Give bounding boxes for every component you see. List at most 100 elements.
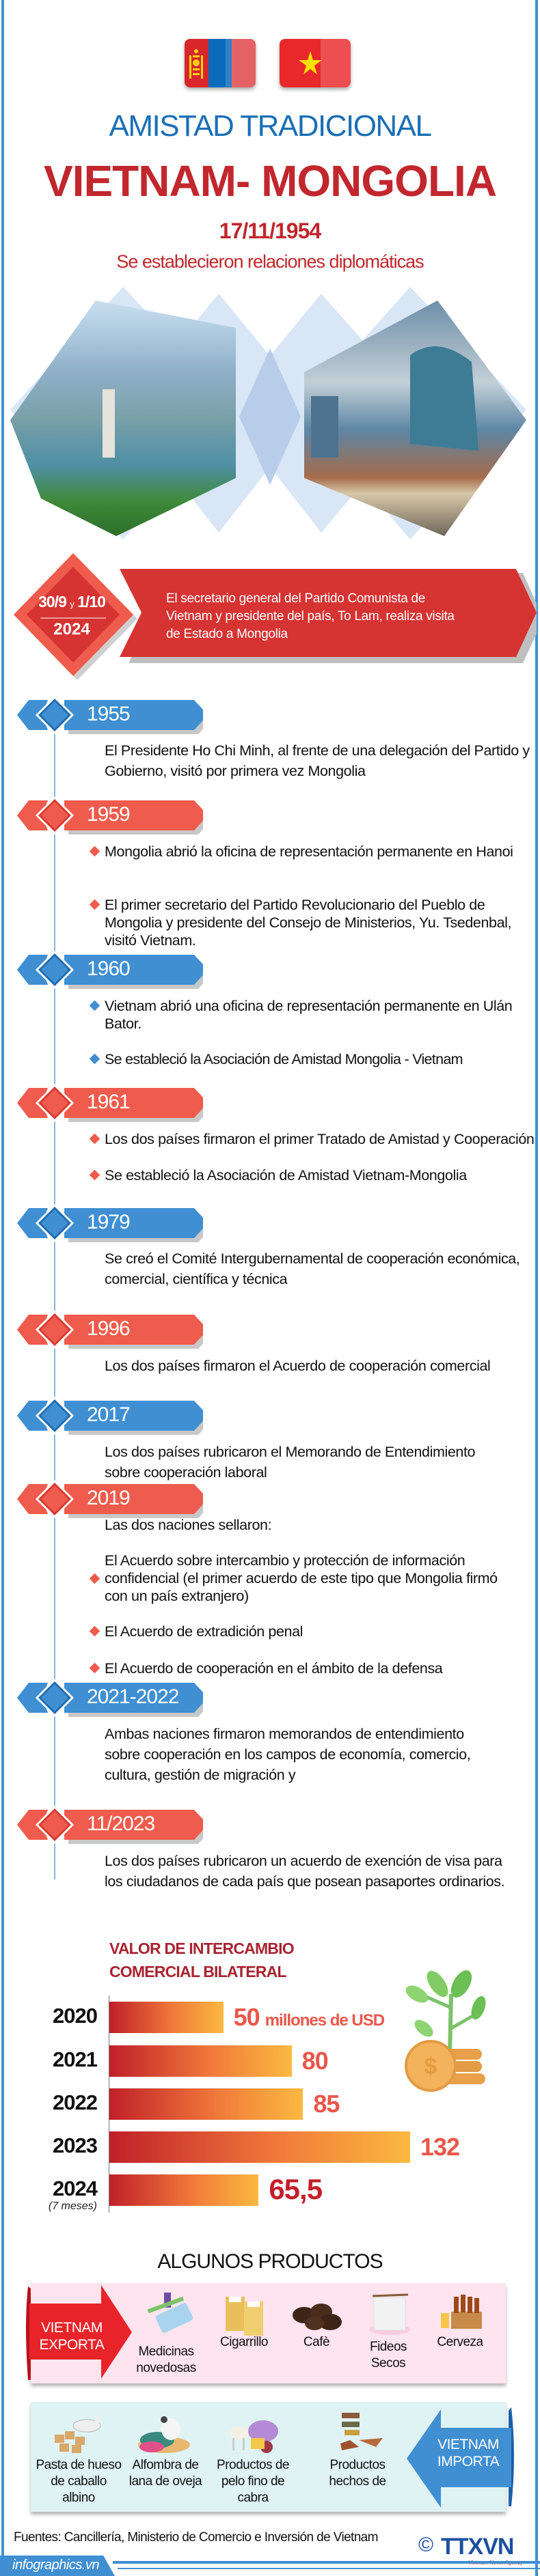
year-bar-2019: 2019 [15, 1480, 203, 1518]
site-link[interactable]: infographics.vn [12, 2558, 100, 2573]
bullet-text: El Acuerdo de cooperación en el ámbito d… [105, 1660, 443, 1677]
footer-site-band: infographics.vn [0, 2556, 115, 2576]
chart-value-label: 50 millones de USD [234, 2003, 385, 2032]
plant-coins-icon: $ [405, 1970, 486, 2092]
bullet-text: El Acuerdo de extradición penal [105, 1623, 303, 1640]
bullet-text: Mongolia abrió la oficina de representac… [105, 843, 513, 860]
chart-category-label: 2023 [53, 2133, 98, 2157]
cigarette-icon [226, 2297, 263, 2336]
year-bar-shape [17, 1480, 203, 1518]
label-line: novedosas [136, 2361, 196, 2375]
label-line: hechos de [329, 2474, 386, 2489]
year-bar-shape [17, 1311, 203, 1349]
year-label: 1959 [87, 803, 131, 826]
timeline-line [54, 715, 55, 1879]
event-bullet: El Acuerdo de cooperación en el ámbito d… [89, 1660, 535, 1677]
year-bar-2017: 2017 [15, 1397, 203, 1435]
chart-category-label: 2022 [53, 2090, 98, 2114]
footer-line [113, 2561, 540, 2564]
bullet-text: Se estableció la Asociación de Amistad M… [105, 1051, 463, 1067]
hero-city-photos [10, 287, 526, 540]
import-item-leather: Productos hechos de [313, 2457, 402, 2490]
import-arrow [407, 2407, 514, 2508]
year-bar-shape [17, 1679, 203, 1717]
year-bar-1961: 1961 [15, 1084, 203, 1122]
chart-bar-2021 [109, 2045, 292, 2077]
chart-bar-2023 [109, 2131, 410, 2163]
coffee-icon [293, 2304, 342, 2330]
year-label: 1979 [87, 1211, 131, 1233]
frame-left-border [1, 0, 4, 2576]
title-amistad: AMISTAD TRADICIONAL [109, 109, 432, 143]
year-bar-1959: 1959 [15, 796, 203, 835]
export-item-noodles: Fideos Secos [344, 2339, 433, 2372]
medicine-icon [147, 2293, 193, 2333]
event-bullet: El primer secretario del Partido Revoluc… [89, 896, 535, 949]
export-item-beer: Cerveza [416, 2334, 504, 2351]
value-text: 80 [301, 2047, 329, 2075]
label-line: Medicinas [138, 2344, 194, 2359]
year-bar-1996: 1996 [15, 1311, 203, 1349]
export-label: VIETNAM EXPORTA [31, 2319, 113, 2353]
bullet-text: El Acuerdo sobre intercambio y protecció… [105, 1552, 498, 1604]
highlight-date-end: 1/10 [77, 593, 106, 611]
label-line: Productos [329, 2458, 386, 2472]
export-label-line1: VIETNAM [41, 2320, 103, 2336]
year-bar-shape [17, 796, 203, 835]
event-bullet: Se estableció la Asociación de Amistad M… [89, 1050, 540, 1068]
leather-products-icon [340, 2413, 383, 2450]
year-bar-shape [17, 951, 203, 989]
bullet-text: Se estableció la Asociación de Amistad V… [105, 1167, 467, 1184]
label-line: lana de oveja [129, 2474, 202, 2489]
chart-category-label: 2024 [53, 2176, 98, 2200]
export-arrow [26, 2285, 132, 2380]
diamond-bullet-icon [89, 1133, 100, 1145]
chart-bar-2022 [109, 2088, 303, 2120]
label-line: Alfombra de [132, 2458, 199, 2472]
copyright-symbol: © [418, 2534, 434, 2556]
event-text: El Presidente Ho Chi Minh, al frente de … [105, 742, 530, 779]
bullet-text: Vietnam abrió una oficina de representac… [105, 998, 513, 1032]
diamond-bullet-icon [89, 899, 100, 910]
value-text: 65,5 [269, 2173, 323, 2205]
relations-subtitle: Se establecieron relaciones diplomáticas [116, 251, 424, 272]
chart-category-label: 2020 [53, 2004, 98, 2028]
year-bar-shape [17, 1806, 203, 1844]
event-bullet: El Acuerdo de extradición penal [89, 1623, 535, 1640]
highlight-year: 2024 [53, 620, 90, 639]
diamond-bullet-icon [89, 1662, 100, 1674]
year-label: 2017 [87, 1403, 131, 1426]
year-bar-1979: 1979 [15, 1204, 203, 1242]
chart-title-line2: COMERCIAL BILATERAL [109, 1963, 286, 1980]
year-bar-11-2023: 11/2023 [15, 1806, 203, 1844]
label-line: Productos de [217, 2458, 289, 2472]
diamond-bullet-icon [89, 1573, 100, 1584]
event-text: Ambas naciones firmaron memorandos de en… [105, 1726, 471, 1783]
chart-category-label: 2021 [53, 2047, 98, 2071]
highlight-date: 30/9 y 1/10 [36, 593, 108, 611]
export-item-coffee: Cafè [272, 2334, 361, 2351]
beer-icon [441, 2295, 482, 2329]
year-bar-shape [17, 1397, 203, 1435]
export-label-line2: EXPORTA [39, 2337, 105, 2353]
mongolia-flag [185, 39, 256, 87]
relations-date: 17/11/1954 [219, 219, 321, 243]
import-item-horse-bone-paste: Pasta de hueso de caballo albino [31, 2457, 126, 2506]
label-line: de caballo [51, 2474, 107, 2489]
diamond-bullet-icon [89, 1000, 100, 1011]
chart-value-label: 132 [420, 2133, 460, 2161]
frame-right-border [535, 0, 538, 2576]
export-item-medicines: Medicinas novedosas [122, 2344, 211, 2377]
chart-value-label: 85 [313, 2090, 340, 2118]
highlight-date-conj: y [70, 599, 74, 609]
footer-line [118, 2568, 540, 2569]
year-bar-1960: 1960 [15, 951, 203, 989]
label-line: Pasta de hueso [36, 2458, 122, 2472]
event-bullet: Vietnam abrió una oficina de representac… [89, 997, 535, 1033]
diamond-bullet-icon [89, 1169, 100, 1181]
bullet-text: Los dos países firmaron el primer Tratad… [105, 1131, 535, 1147]
label-line: pelo fino de [221, 2474, 285, 2489]
products-title: ALGUNOS PRODUCTOS [157, 2250, 383, 2273]
chart-value-label: 65,5 [269, 2173, 323, 2206]
highlight-graphic [14, 553, 537, 680]
